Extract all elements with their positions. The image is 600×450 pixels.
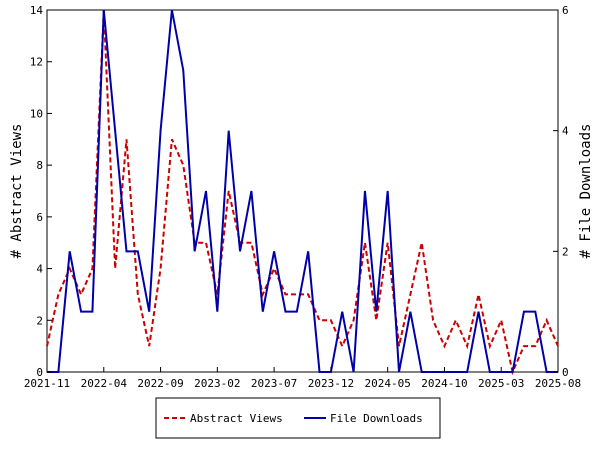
x-tick-label: 2025-03: [478, 377, 524, 390]
x-tick-label: 2024-10: [421, 377, 467, 390]
left-y-tick-label: 0: [36, 366, 43, 379]
left-y-tick-label: 4: [36, 263, 43, 276]
right-y-tick-label: 2: [562, 245, 569, 258]
left-y-axis-ticks: 0 2 4 6 8 10 12 14: [30, 4, 52, 379]
right-y-tick-label: 4: [562, 125, 569, 138]
x-tick-label: 2023-07: [251, 377, 297, 390]
x-tick-label: 2022-04: [81, 377, 128, 390]
left-y-tick-label: 8: [36, 159, 43, 172]
legend-box: [155, 397, 441, 439]
left-y-tick-label: 6: [36, 211, 43, 224]
legend-label-abstract-views: Abstract Views: [190, 412, 283, 425]
x-tick-label: 2023-12: [308, 377, 354, 390]
right-y-axis-ticks: 0 2 4 6: [553, 4, 569, 379]
series-line-file-downloads: [47, 9, 558, 373]
x-tick-label: 2025-08: [535, 377, 581, 390]
left-y-tick-label: 2: [36, 314, 43, 327]
left-y-tick-label: 14: [30, 4, 44, 17]
series-line-abstract-views: [46, 9, 559, 376]
x-tick-label: 2021-11: [24, 377, 70, 390]
right-y-axis-title: # File Downloads: [578, 124, 594, 259]
x-tick-label: 2023-02: [194, 377, 240, 390]
left-y-tick-label: 10: [30, 107, 43, 120]
left-y-axis-title: # Abstract Views: [9, 124, 25, 259]
plot-frame: [46, 9, 559, 373]
right-y-tick-label: 0: [562, 366, 569, 379]
plot-area: [46, 9, 559, 376]
legend: Abstract Views File Downloads: [155, 397, 441, 439]
legend-label-file-downloads: File Downloads: [330, 412, 423, 425]
x-tick-label: 2024-05: [364, 377, 410, 390]
left-y-tick-label: 12: [30, 56, 43, 69]
x-tick-label: 2022-09: [137, 377, 183, 390]
right-y-tick-label: 6: [562, 4, 569, 17]
x-axis-ticks: 2021-11 2022-04 2022-09 2023-02 2023-07 2023-…: [24, 367, 581, 390]
